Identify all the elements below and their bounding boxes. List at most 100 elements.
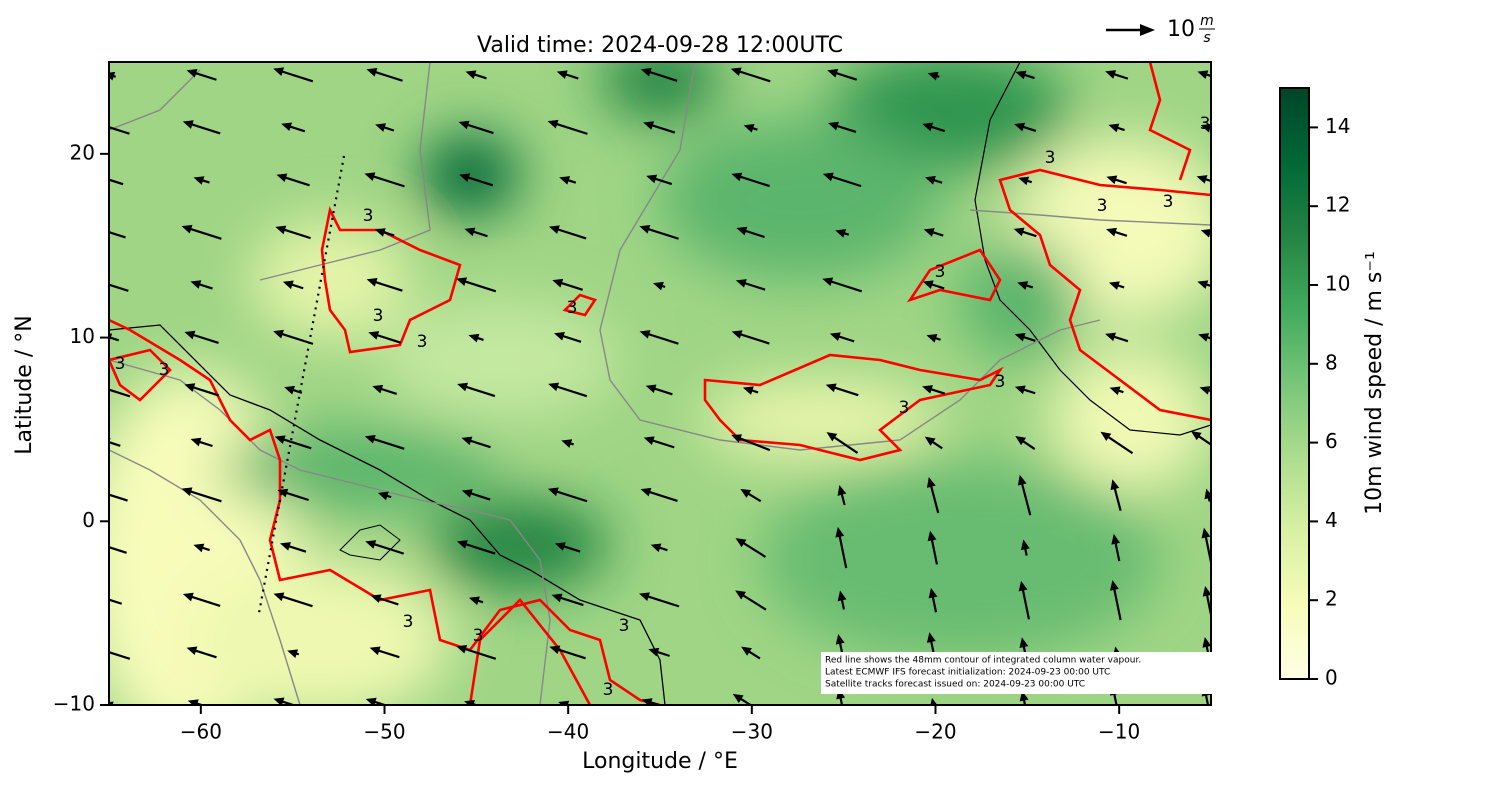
wind-arrow xyxy=(646,227,679,240)
wind-arrow-head xyxy=(1105,70,1117,79)
wind-arrow-head xyxy=(922,280,934,289)
wind-arrow-head xyxy=(1013,227,1025,237)
contour-label: 3 xyxy=(363,206,374,226)
wind-arrow xyxy=(929,484,940,514)
wind-arrow-head xyxy=(1197,280,1209,289)
wind-arrow xyxy=(554,122,588,135)
wind-arrow xyxy=(834,71,858,81)
wind-arrow xyxy=(471,230,488,238)
wind-arrow-head xyxy=(193,543,205,553)
wind-arrow-head xyxy=(554,331,565,341)
wind-arrow-head xyxy=(740,488,752,498)
wind-arrow-head xyxy=(548,382,560,392)
wind-field xyxy=(109,62,1211,705)
quiver-key-unit: s xyxy=(1203,30,1210,46)
wind-arrow xyxy=(109,651,131,660)
wind-arrow xyxy=(650,123,676,134)
wind-arrow-head xyxy=(640,67,652,77)
contour-labels: 3 3 3 3 3 3 3 3 3 3 3 3 3 3 3 3 3 xyxy=(115,114,1211,700)
border xyxy=(109,62,1211,705)
wind-arrow xyxy=(109,178,124,186)
wind-arrow-head xyxy=(274,435,286,444)
annotation-box xyxy=(821,652,1216,694)
coastline xyxy=(974,62,1211,436)
wind-arrow xyxy=(838,534,848,569)
contour-label: 3 xyxy=(373,306,384,326)
wind-arrow-head xyxy=(1110,579,1119,591)
wind-arrow xyxy=(931,230,944,237)
wind-arrow-head xyxy=(468,333,480,343)
wind-arrow-head xyxy=(182,592,194,602)
wind-arrow-head xyxy=(743,124,755,133)
wind-arrow xyxy=(197,440,213,448)
wind-arrow-head xyxy=(547,119,559,129)
contour-label: 3 xyxy=(1163,192,1174,212)
wind-arrow xyxy=(556,648,586,660)
wind-arrow-head xyxy=(374,228,386,237)
wind-arrow-head xyxy=(731,434,743,443)
contour-label: 3 xyxy=(159,360,170,380)
wind-arrow xyxy=(1205,335,1211,340)
wind-arrow-head xyxy=(828,121,839,131)
wind-arrow-head xyxy=(109,595,110,596)
wind-arrow xyxy=(376,649,400,659)
wind-arrow xyxy=(651,439,675,449)
wind-arrow xyxy=(1112,72,1129,80)
wind-arrow-head xyxy=(922,385,933,394)
wind-arrow-head xyxy=(648,647,660,657)
wind-arrow-head xyxy=(735,538,747,548)
wind-arrow-head xyxy=(1204,488,1211,500)
wind-arrow xyxy=(472,73,487,80)
wind-arrow xyxy=(469,491,491,501)
wind-arrow-head xyxy=(827,69,839,78)
wind-arrow-head xyxy=(1106,227,1117,237)
wind-arrow xyxy=(1021,439,1036,450)
wind-arrow xyxy=(738,332,770,345)
wind-arrow-head xyxy=(1202,585,1211,597)
annotation: Red line shows the 48mm contour of integ… xyxy=(825,656,1141,666)
wind-arrow-head xyxy=(826,432,838,442)
wind-arrow xyxy=(377,596,399,606)
wind-arrow-head xyxy=(835,526,845,538)
contour-label: 3 xyxy=(995,372,1006,392)
annotation: Latest ECMWF IFS forecast initialization… xyxy=(825,668,1110,678)
wind-arrow xyxy=(655,650,670,657)
wind-arrow-head xyxy=(1200,124,1211,133)
y-axis-label: Latitude / °N xyxy=(12,315,37,454)
wind-arrow-head xyxy=(280,542,291,551)
colorbar-tick-label: 8 xyxy=(1325,350,1338,374)
contour-label: 3 xyxy=(619,616,630,636)
wind-arrow-head xyxy=(190,280,202,289)
wind-arrow xyxy=(558,596,584,607)
wind-arrow xyxy=(840,492,846,506)
wind-arrow-head xyxy=(459,173,471,182)
wind-arrow xyxy=(109,231,126,239)
wind-arrow xyxy=(109,598,123,605)
colorbar-tick-label: 6 xyxy=(1325,429,1338,453)
wind-arrow xyxy=(835,124,857,134)
wind-arrow xyxy=(280,595,313,608)
colorbar-label: 10m wind speed / m s⁻¹ xyxy=(1362,251,1387,515)
wind-arrow xyxy=(931,595,938,613)
wind-arrow-head xyxy=(927,530,937,542)
wind-arrow-head xyxy=(641,698,653,705)
wind-arrow-head xyxy=(366,278,378,287)
wind-arrow xyxy=(109,126,130,135)
wind-arrow-head xyxy=(835,633,845,645)
wind-arrow-head xyxy=(1108,281,1120,290)
wind-arrow xyxy=(371,174,405,188)
wind-arrow xyxy=(741,593,767,611)
wind-arrow xyxy=(466,176,494,187)
x-tick-label: −40 xyxy=(547,720,589,744)
wind-arrow-head xyxy=(369,646,381,656)
wind-arrow xyxy=(373,280,403,292)
wind-arrow-head xyxy=(645,384,657,394)
wind-arrow xyxy=(280,700,297,705)
wind-arrow-head xyxy=(287,649,299,658)
wind-arrow-head xyxy=(639,330,651,339)
wind-arrow-head xyxy=(924,176,936,185)
wind-arrow xyxy=(382,230,395,237)
wind-arrow xyxy=(287,544,307,553)
wind-arrow-head xyxy=(1202,637,1211,648)
wind-arrow-head xyxy=(735,590,746,600)
